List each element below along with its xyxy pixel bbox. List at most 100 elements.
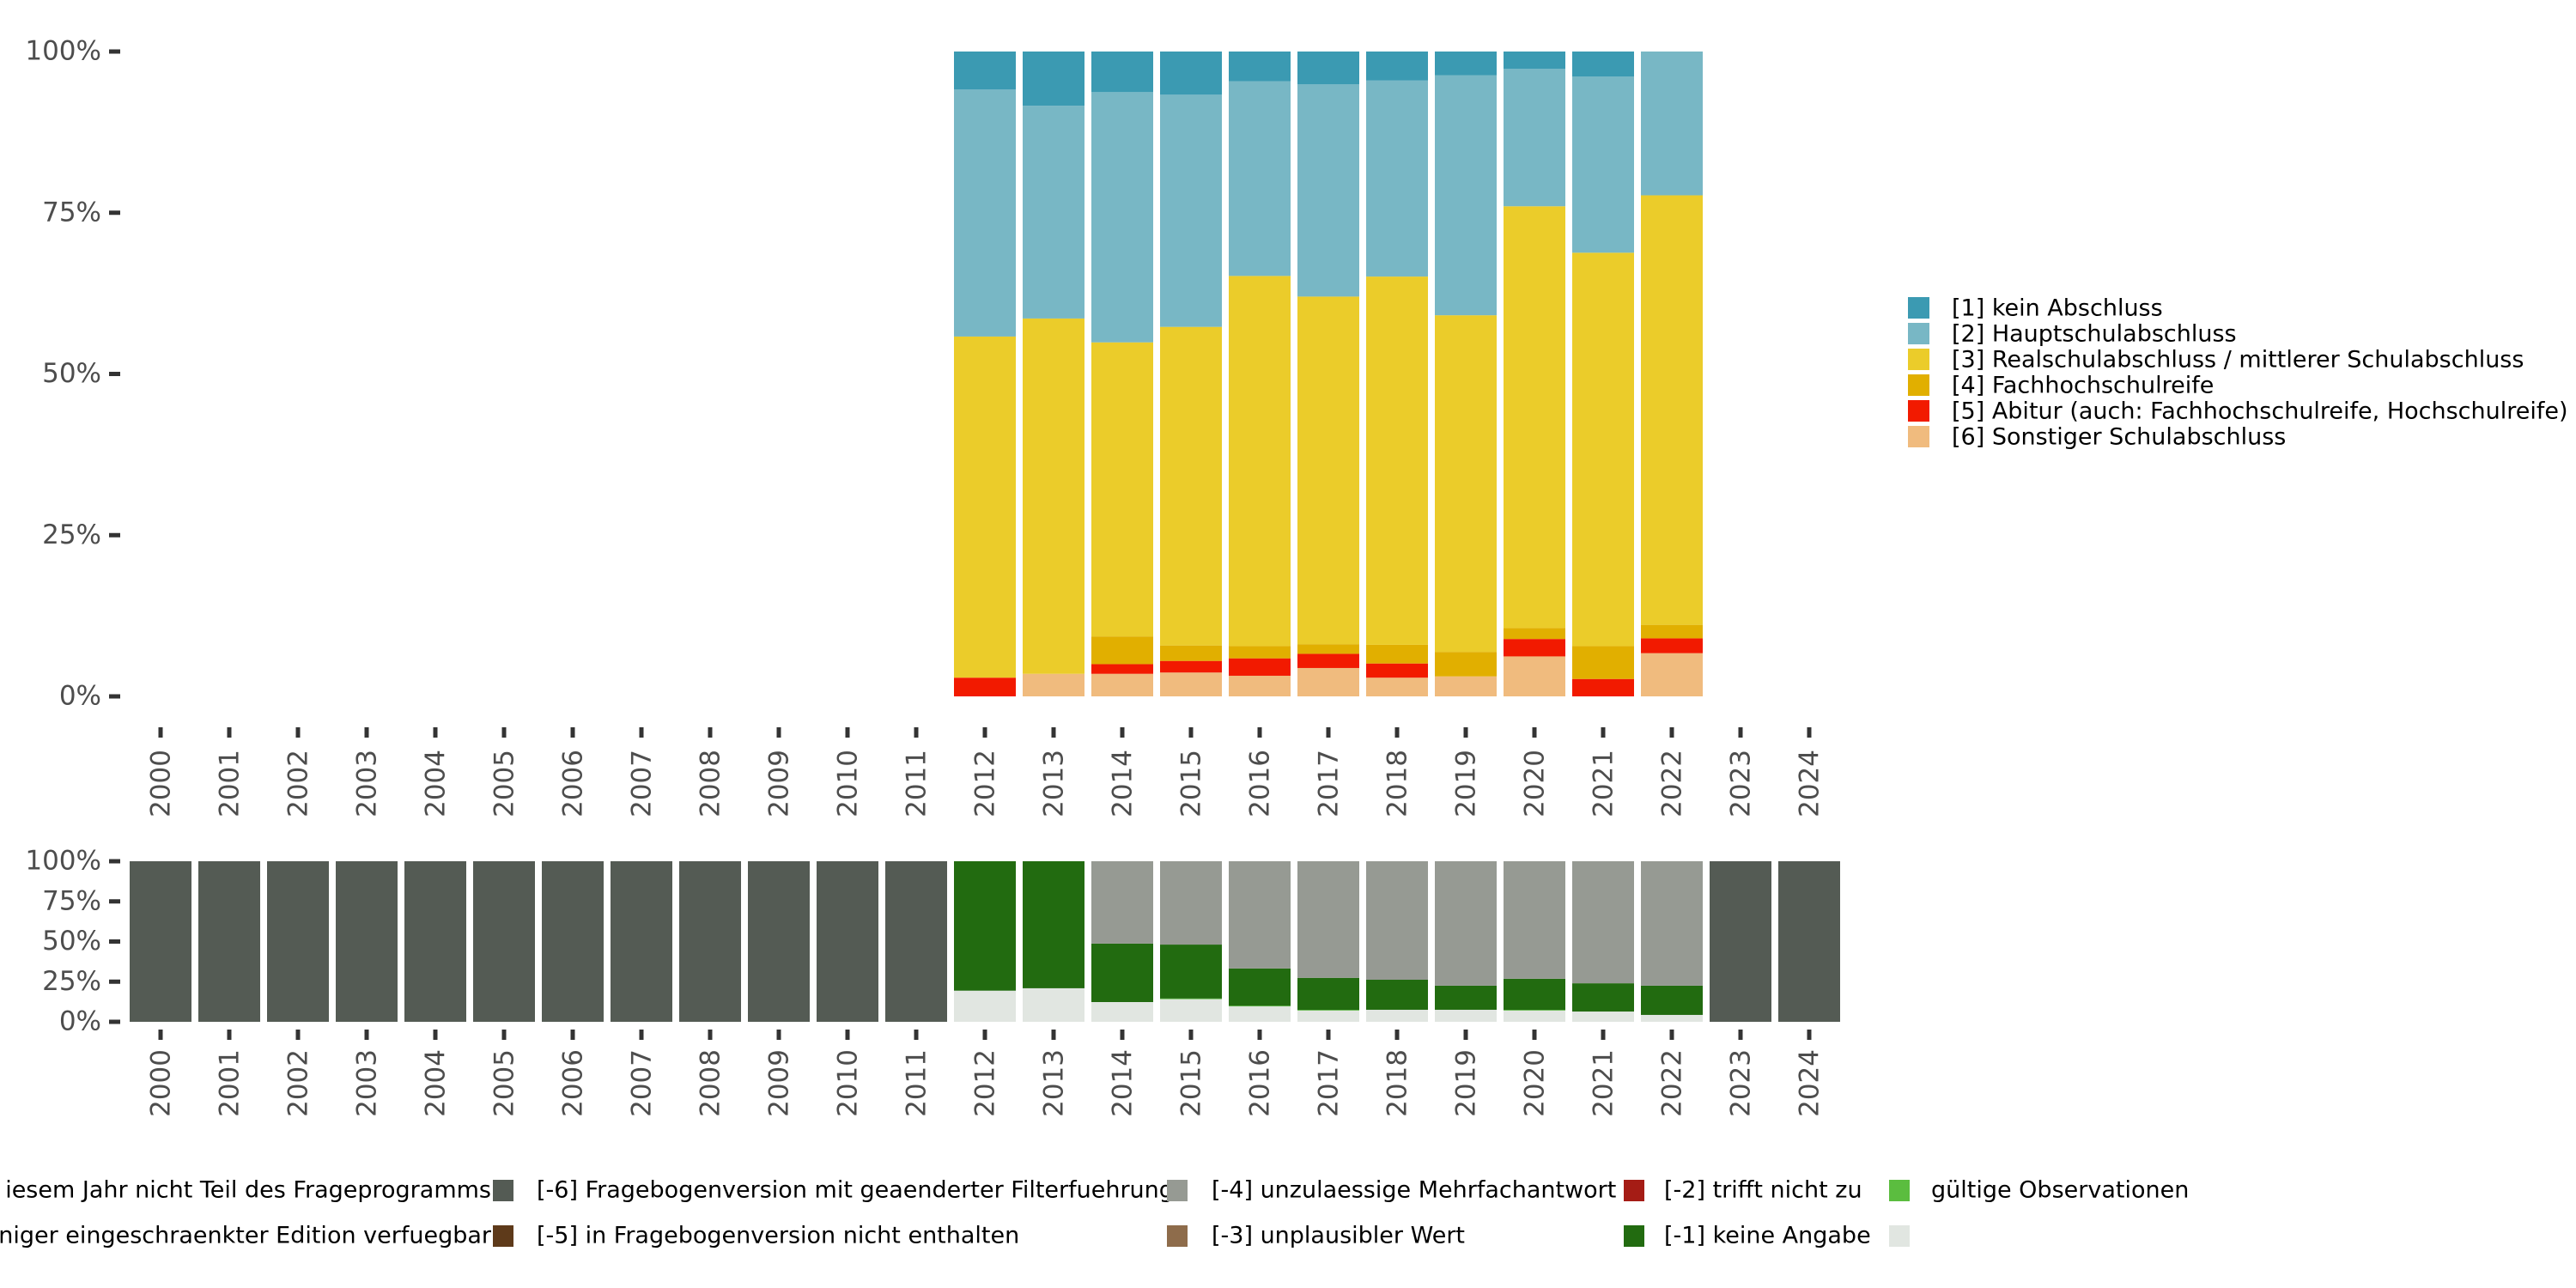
- top-bar-segment: 2015 – [6] Sonstiger Schulabschluss: 3.7…: [1160, 672, 1222, 696]
- top-bar-segment: 2012 – [5] Abitur (auch: Fachhochschulre…: [954, 677, 1016, 696]
- top-xtick-label: 2001: [215, 750, 246, 817]
- top-bar-segment: 2020 – [6] Sonstiger Schulabschluss: 6.2…: [1504, 656, 1565, 696]
- top-bar-segment: 2018 – [3] Realschulabschluss / mittlere…: [1366, 276, 1428, 645]
- top-xtick-label: 2019: [1451, 750, 1482, 817]
- legend-label: iesem Jahr nicht Teil des Frageprogramms: [5, 1177, 491, 1204]
- top-xtick-label: 2004: [421, 750, 452, 817]
- top-bar-segment: 2013 – [1] kein Abschluss: 8.4%: [1023, 52, 1084, 106]
- top-bar-segment: 2015 – [2] Hauptschulabschluss: 36%: [1160, 94, 1222, 327]
- bottom-ytick-label: 25%: [42, 966, 101, 997]
- bottom-bar-segment: 2015 – [-5] in Fragebogenversion nicht e…: [1160, 861, 1222, 945]
- bottom-xtick-label: 2001: [215, 1049, 246, 1117]
- bottom-bar-segment: 2022 – [-2] trifft nicht zu: 18.2%: [1641, 985, 1703, 1015]
- bottom-bar-segment: 2006 – [-8] Frage in diesem Jahr nicht T…: [542, 861, 604, 1022]
- bottom-bar-segment: 2002 – [-8] Frage in diesem Jahr nicht T…: [267, 861, 329, 1022]
- bottom-ytick-label: 50%: [42, 926, 101, 957]
- bottom-xtick-label: 2016: [1245, 1049, 1276, 1117]
- top-bar-segment: 2019 – [3] Realschulabschluss / mittlere…: [1435, 315, 1497, 653]
- bottom-chart-missing-values: 0% 25% 50% 75% 100% 2000 – [-8] Frage in dies…: [25, 846, 1840, 1117]
- top-bar-segment: 2014 – [3] Realschulabschluss / mittlere…: [1091, 342, 1153, 637]
- top-xtick-label: 2008: [696, 750, 726, 817]
- top-bar-segment: 2017 – [5] Abitur (auch: Fachhochschulre…: [1297, 653, 1359, 668]
- top-xtick-label: 2012: [970, 750, 1001, 817]
- bottom-xtick-label: 2021: [1589, 1049, 1619, 1117]
- bottom-bar-segment: 2007 – [-8] Frage in diesem Jahr nicht T…: [611, 861, 672, 1022]
- top-bar-segment: 2020 – [5] Abitur (auch: Fachhochschulre…: [1504, 639, 1565, 657]
- bottom-bar-segment: 2015 – [-2] trifft nicht zu: 33.6%: [1160, 945, 1222, 999]
- top-bar-segment: 2014 – [5] Abitur (auch: Fachhochschulre…: [1091, 664, 1153, 674]
- top-bar-segment: 2021 – [1] kein Abschluss: 3.9%: [1572, 52, 1634, 77]
- top-bar-segment: 2017 – [4] Fachhochschulreife: 1.5%: [1297, 644, 1359, 654]
- top-ytick-label: 75%: [42, 197, 101, 228]
- bottom-legend: iesem Jahr nicht Teil des Frageprogramms…: [0, 1177, 2189, 1249]
- legend-key: [1624, 1225, 1644, 1247]
- top-bar-segment: 2022 – [3] Realschulabschluss / mittlere…: [1641, 195, 1703, 625]
- top-xtick-label: 2017: [1314, 750, 1345, 817]
- top-xtick-label: 2007: [627, 750, 658, 817]
- bottom-bar-segment: 2009 – [-8] Frage in diesem Jahr nicht T…: [748, 861, 810, 1022]
- bottom-xtick-label: 2011: [902, 1049, 933, 1117]
- bottom-bar-segment: 2015 – gültige Observationen: 14.1%: [1160, 999, 1222, 1022]
- top-bar-segment: 2017 – [6] Sonstiger Schulabschluss: 4.4…: [1297, 667, 1359, 696]
- top-bar-segment: 2020 – [2] Hauptschulabschluss: 21.3%: [1504, 69, 1565, 207]
- legend-key: [1624, 1180, 1644, 1201]
- bottom-bar-segment: 2013 – [-2] trifft nicht zu: 79.1%: [1023, 861, 1084, 988]
- bottom-bar-segment: 2014 – gültige Observationen: 12.3%: [1091, 1001, 1153, 1022]
- top-xtick-label: 2021: [1589, 750, 1619, 817]
- top-ytick-label: 0%: [59, 681, 101, 712]
- legend-label: [-2] trifft nicht zu: [1664, 1177, 1862, 1204]
- top-bar-segment: 2017 – [3] Realschulabschluss / mittlere…: [1297, 296, 1359, 645]
- bottom-ytick-label: 0%: [59, 1006, 101, 1037]
- top-xtick-label: 2023: [1726, 750, 1757, 817]
- bottom-bar-segment: 2008 – [-8] Frage in diesem Jahr nicht T…: [679, 861, 741, 1022]
- top-xtick-label: 2024: [1795, 750, 1826, 817]
- bottom-bar-segment: 2016 – [-2] trifft nicht zu: 23.2%: [1229, 968, 1291, 1006]
- bottom-ytick-label: 75%: [42, 885, 101, 916]
- top-bar-segment: 2015 – [5] Abitur (auch: Fachhochschulre…: [1160, 660, 1222, 673]
- top-bar-segment: 2022 – [6] Sonstiger Schulabschluss: 6.7…: [1641, 653, 1703, 696]
- legend-key: [1889, 1180, 1910, 1201]
- bottom-bar-segment: 2018 – [-5] in Fragebogenversion nicht e…: [1366, 861, 1428, 981]
- legend-key: [1167, 1180, 1188, 1201]
- legend-label: [-4] unzulaessige Mehrfachantwort: [1212, 1177, 1616, 1204]
- top-xtick-label: 2003: [352, 750, 383, 817]
- bottom-bar-segment: 2012 – [-2] trifft nicht zu: 80.6%: [954, 861, 1016, 991]
- legend-label: niger eingeschraenkter Edition verfuegba…: [0, 1223, 492, 1249]
- bottom-xtick-label: 2010: [833, 1049, 864, 1117]
- bottom-bar-segment: 2000 – [-8] Frage in diesem Jahr nicht T…: [130, 861, 191, 1022]
- legend-label: [6] Sonstiger Schulabschluss: [1952, 424, 2286, 451]
- legend-key: [1908, 426, 1929, 447]
- bottom-bar-segment: 2003 – [-8] Frage in diesem Jahr nicht T…: [336, 861, 398, 1022]
- bottom-bar-segment: 2010 – [-8] Frage in diesem Jahr nicht T…: [817, 861, 878, 1022]
- bottom-bar-segment: 2017 – [-5] in Fragebogenversion nicht e…: [1297, 861, 1359, 978]
- top-bar-segment: 2021 – [3] Realschulabschluss / mittlere…: [1572, 252, 1634, 647]
- top-bar-segment: 2019 – [2] Hauptschulabschluss: 37.2%: [1435, 75, 1497, 316]
- top-xtick-label: 2000: [146, 750, 177, 817]
- top-ytick-label: 50%: [42, 358, 101, 389]
- legend-label: [-1] keine Angabe: [1664, 1223, 1871, 1249]
- legend-label: [5] Abitur (auch: Fachhochschulreife, Ho…: [1952, 398, 2568, 425]
- bottom-xtick-label: 2018: [1382, 1049, 1413, 1117]
- bottom-bar-segment: 2012 – gültige Observationen: 19.4%: [954, 990, 1016, 1022]
- legend-key: [1889, 1225, 1910, 1247]
- top-bar-segment: 2016 – [3] Realschulabschluss / mittlere…: [1229, 276, 1291, 647]
- legend-key: [493, 1225, 513, 1247]
- top-bar-segment: 2018 – [6] Sonstiger Schulabschluss: 2.9…: [1366, 677, 1428, 696]
- bottom-xtick-label: 2005: [489, 1049, 520, 1117]
- legend-label: [1] kein Abschluss: [1952, 295, 2163, 322]
- top-bar-segment: 2015 – [1] kein Abschluss: 6.7%: [1160, 52, 1222, 95]
- top-bar-segment: 2013 – [6] Sonstiger Schulabschluss: 3.5…: [1023, 673, 1084, 696]
- bottom-bar-segment: 2021 – [-5] in Fragebogenversion nicht e…: [1572, 861, 1634, 984]
- bottom-bar-segment: 2021 – [-2] trifft nicht zu: 17.6%: [1572, 983, 1634, 1012]
- top-xtick-label: 2006: [558, 750, 589, 817]
- bottom-bar-segment: 2019 – [-5] in Fragebogenversion nicht e…: [1435, 861, 1497, 986]
- legend-label: gültige Observationen: [1931, 1177, 2189, 1204]
- bottom-xtick-label: 2009: [764, 1049, 795, 1117]
- bottom-bar-segment: 2020 – [-5] in Fragebogenversion nicht e…: [1504, 861, 1565, 979]
- bottom-xtick-label: 2014: [1108, 1049, 1139, 1117]
- top-bar-segment: 2019 – [6] Sonstiger Schulabschluss: 3.1…: [1435, 676, 1497, 696]
- bottom-bar-segment: 2014 – [-2] trifft nicht zu: 36.4%: [1091, 943, 1153, 1002]
- top-xtick-label: 2020: [1520, 750, 1551, 817]
- bottom-bar-segment: 2022 – [-5] in Fragebogenversion nicht e…: [1641, 861, 1703, 986]
